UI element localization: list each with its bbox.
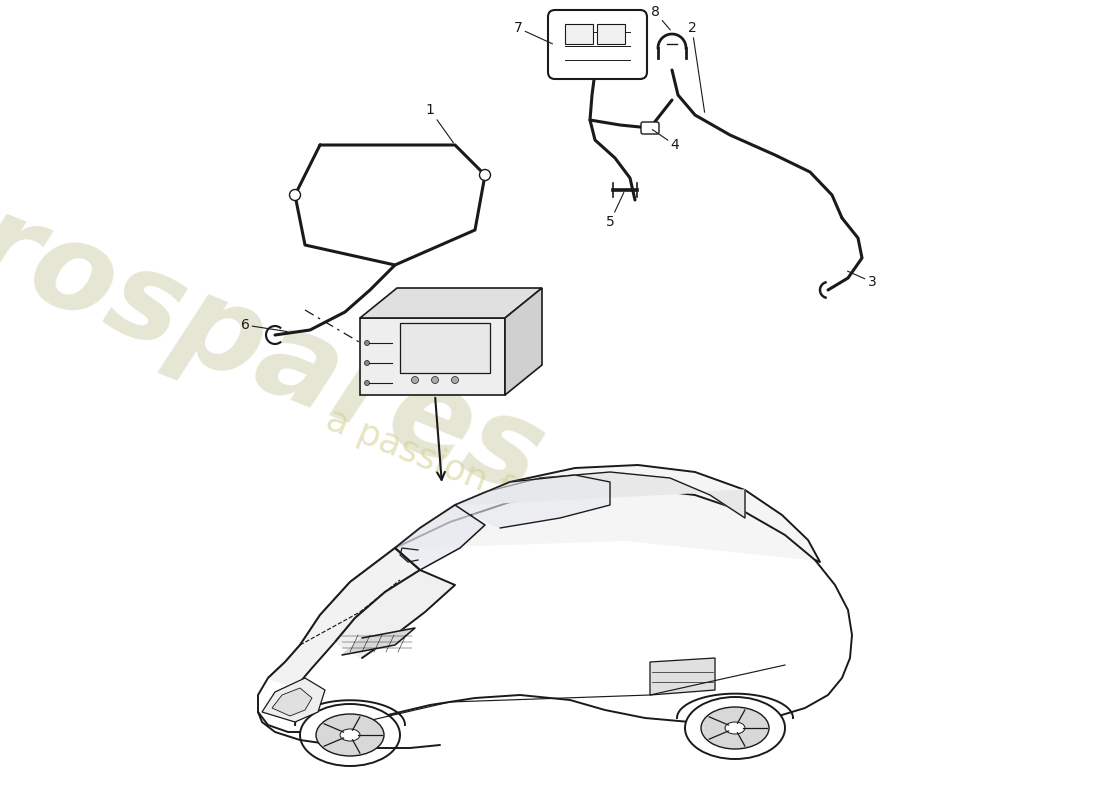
Text: 8: 8 bbox=[650, 5, 670, 30]
Circle shape bbox=[364, 341, 370, 346]
Ellipse shape bbox=[316, 714, 384, 756]
Polygon shape bbox=[505, 288, 542, 395]
Circle shape bbox=[289, 190, 300, 201]
Text: 4: 4 bbox=[652, 130, 680, 152]
Polygon shape bbox=[360, 288, 542, 318]
Polygon shape bbox=[342, 628, 415, 655]
Text: eurospares: eurospares bbox=[0, 121, 560, 519]
Text: 6: 6 bbox=[241, 318, 287, 332]
Polygon shape bbox=[262, 678, 324, 722]
Polygon shape bbox=[258, 488, 852, 732]
Ellipse shape bbox=[340, 729, 360, 741]
Ellipse shape bbox=[685, 697, 785, 759]
FancyBboxPatch shape bbox=[548, 10, 647, 79]
Ellipse shape bbox=[725, 722, 745, 734]
Circle shape bbox=[364, 361, 370, 366]
FancyBboxPatch shape bbox=[597, 24, 625, 44]
Circle shape bbox=[451, 377, 459, 383]
Ellipse shape bbox=[701, 707, 769, 749]
Polygon shape bbox=[395, 465, 820, 562]
FancyBboxPatch shape bbox=[565, 24, 593, 44]
Circle shape bbox=[431, 377, 439, 383]
Circle shape bbox=[364, 381, 370, 386]
Polygon shape bbox=[650, 658, 715, 695]
Polygon shape bbox=[268, 548, 420, 688]
Ellipse shape bbox=[300, 704, 400, 766]
Text: a passion for parts since 1985: a passion for parts since 1985 bbox=[321, 402, 839, 638]
FancyBboxPatch shape bbox=[641, 122, 659, 134]
Polygon shape bbox=[455, 472, 745, 518]
Polygon shape bbox=[336, 570, 455, 658]
Polygon shape bbox=[395, 505, 485, 570]
Polygon shape bbox=[455, 475, 610, 528]
Text: 2: 2 bbox=[688, 21, 705, 112]
Text: 3: 3 bbox=[847, 271, 877, 289]
FancyBboxPatch shape bbox=[400, 323, 490, 373]
Circle shape bbox=[480, 170, 491, 181]
Circle shape bbox=[411, 377, 418, 383]
Polygon shape bbox=[360, 318, 505, 395]
Polygon shape bbox=[272, 688, 312, 716]
Text: 1: 1 bbox=[426, 103, 453, 142]
Text: 5: 5 bbox=[606, 193, 624, 229]
Text: 7: 7 bbox=[514, 21, 552, 44]
